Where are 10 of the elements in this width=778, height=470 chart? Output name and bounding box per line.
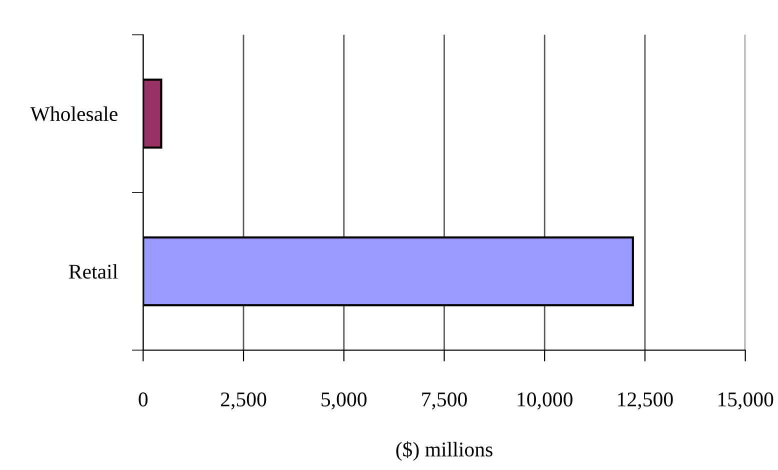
x-tick-label: 7,500	[422, 392, 467, 410]
y-tick-label: Wholesale	[30, 106, 118, 122]
x-tick-label: 0	[138, 392, 148, 406]
x-tick-label: 15,000	[718, 392, 774, 410]
x-tick-label: 2,500	[220, 392, 266, 410]
x-tick-label: 12,500	[618, 392, 673, 410]
x-axis-title: ($) millions	[396, 441, 492, 461]
x-tick-label: 10,000	[518, 392, 572, 410]
y-tick-label: Retail	[68, 264, 118, 279]
x-tick-label: 5,000	[322, 392, 367, 410]
